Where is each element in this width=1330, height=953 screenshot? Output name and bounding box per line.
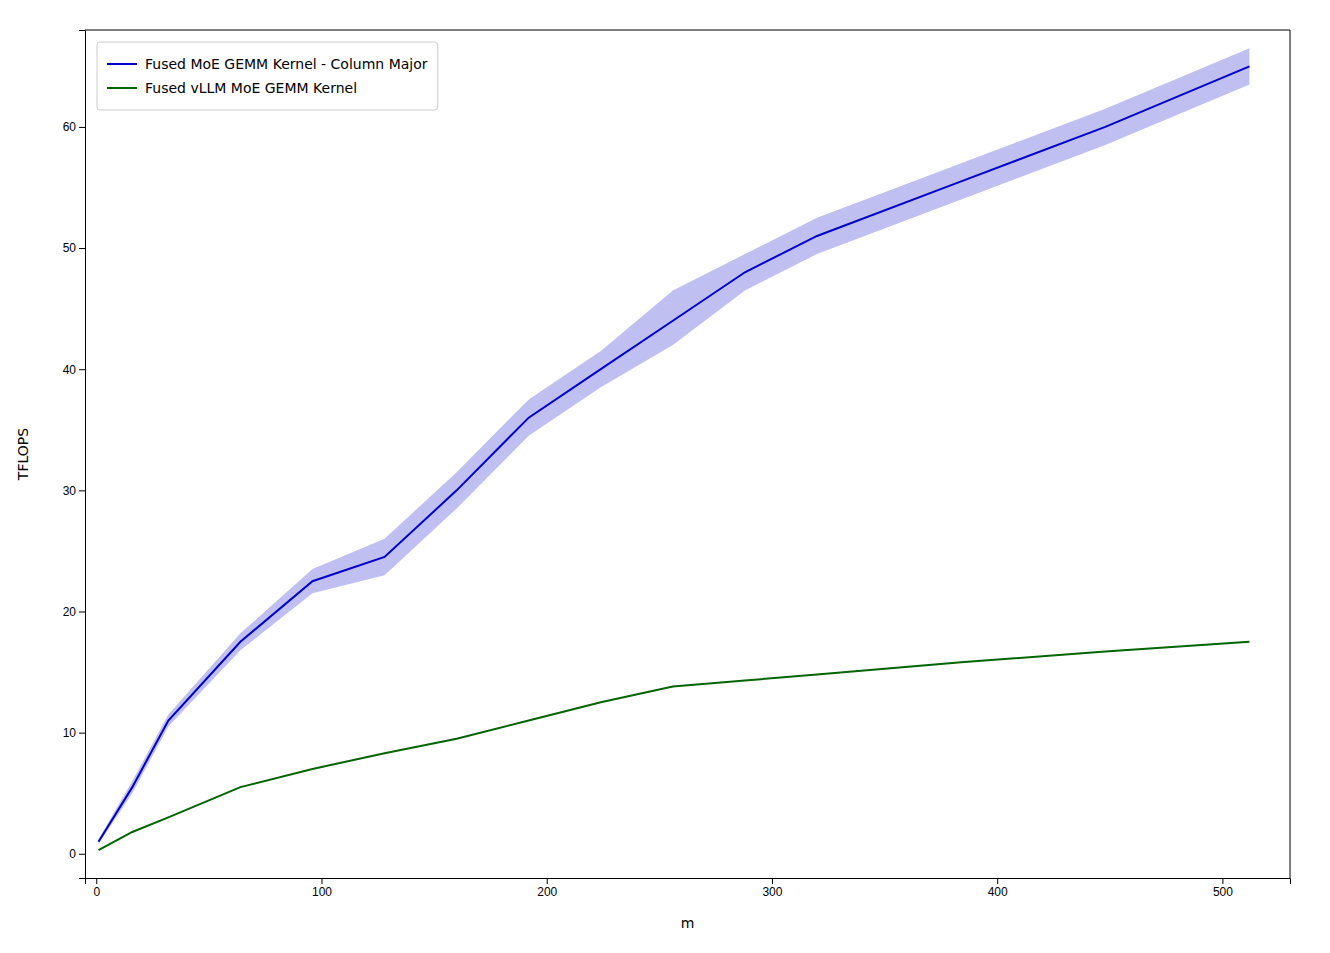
y-tick: 60 (63, 120, 85, 134)
x-axis-line (86, 879, 1291, 885)
chart: 0 100 200 300 400 500 0 10 20 30 40 50 60 Fused MoE G… (0, 0, 1330, 953)
y-tick-mark (79, 369, 85, 370)
x-tick: 300 (762, 878, 782, 899)
x-tick-label: 300 (762, 885, 782, 899)
series-line (99, 66, 1250, 841)
y-tick-mark (79, 611, 85, 612)
x-tick-label: 200 (537, 885, 557, 899)
plot: 0 100 200 300 400 500 0 10 20 30 40 50 60 Fused MoE G… (63, 30, 1291, 899)
x-tick-mark (997, 878, 998, 884)
x-tick: 200 (537, 878, 557, 899)
y-tick: 20 (63, 605, 85, 619)
x-tick-mark (547, 878, 548, 884)
y-tick-label: 50 (63, 241, 77, 255)
y-tick-label: 10 (63, 726, 77, 740)
x-tick: 400 (988, 878, 1008, 899)
x-tick: 100 (312, 878, 332, 899)
x-tick: 0 (93, 878, 100, 899)
y-tick: 0 (69, 847, 85, 861)
x-tick-mark (1222, 878, 1223, 884)
y-tick-mark (79, 490, 85, 491)
y-tick-mark (79, 248, 85, 249)
legend-label: Fused MoE GEMM Kernel - Column Major (145, 56, 428, 72)
y-axis: 0 10 20 30 40 50 60 (63, 31, 86, 879)
legend-swatch (107, 87, 137, 89)
y-tick-label: 30 (63, 484, 77, 498)
x-tick-mark (772, 878, 773, 884)
x-tick-mark (96, 878, 97, 884)
legend-item: Fused MoE GEMM Kernel - Column Major (107, 56, 428, 72)
x-tick-label: 400 (988, 885, 1008, 899)
y-tick: 50 (63, 241, 85, 255)
y-tick-mark (79, 733, 85, 734)
y-axis-title: TFLOPS (15, 428, 31, 481)
frame-top (85, 30, 1290, 31)
y-tick-mark (79, 854, 85, 855)
x-tick-label: 500 (1213, 885, 1233, 899)
legend: Fused MoE GEMM Kernel - Column Major Fuse… (97, 42, 438, 110)
y-tick-label: 40 (63, 363, 77, 377)
x-tick-mark (321, 878, 322, 884)
confidence-band (99, 48, 1250, 844)
y-tick-mark (79, 127, 85, 128)
legend-item: Fused vLLM MoE GEMM Kernel (107, 80, 357, 96)
x-axis: 0 100 200 300 400 500 (86, 878, 1291, 899)
legend-label: Fused vLLM MoE GEMM Kernel (145, 80, 357, 96)
legend-box (97, 42, 438, 110)
y-tick-label: 60 (63, 120, 77, 134)
x-axis-title: m (681, 915, 695, 931)
y-tick: 30 (63, 484, 85, 498)
x-tick-label: 0 (93, 885, 100, 899)
legend-swatch (107, 63, 137, 65)
y-tick-label: 20 (63, 605, 77, 619)
y-tick: 40 (63, 363, 85, 377)
marks (99, 48, 1250, 850)
series-line (99, 642, 1250, 850)
frame-right (1290, 30, 1291, 878)
y-tick: 10 (63, 726, 85, 740)
y-tick-label: 0 (69, 847, 76, 861)
x-tick-label: 100 (312, 885, 332, 899)
x-tick: 500 (1213, 878, 1233, 899)
y-axis-line (79, 31, 86, 879)
